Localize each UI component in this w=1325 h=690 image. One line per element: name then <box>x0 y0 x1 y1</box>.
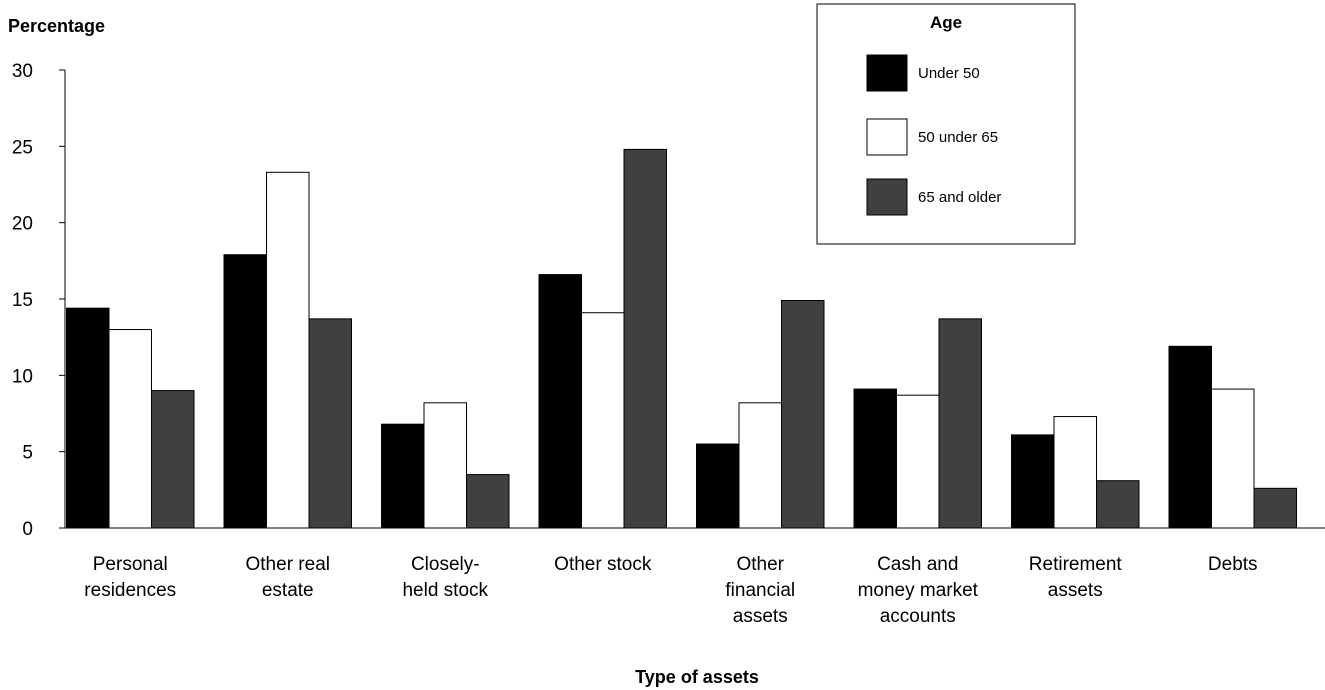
y-axis-title: Percentage <box>8 16 105 36</box>
bar-under-50 <box>66 307 110 529</box>
x-category-label: Other stock <box>554 554 652 575</box>
bar-50-under-65 <box>108 329 152 529</box>
bar-65-and-older <box>466 474 510 529</box>
legend-box <box>816 3 1076 245</box>
y-tick-label: 0 <box>22 519 33 540</box>
bar-65-and-older <box>1096 480 1140 529</box>
bar-50-under-65 <box>1211 388 1255 529</box>
bar-50-under-65 <box>738 402 782 529</box>
bar-65-and-older <box>623 148 667 529</box>
bar-65-and-older <box>938 318 982 529</box>
bar-under-50 <box>853 388 897 529</box>
bar-65-and-older <box>1253 487 1297 529</box>
legend-swatch <box>866 118 908 156</box>
legend-swatch <box>866 54 908 92</box>
y-tick-label: 5 <box>22 443 33 464</box>
legend: Age Under 50 50 under 65 65 and older <box>816 3 1076 245</box>
legend-label: 65 and older <box>918 189 1001 206</box>
y-tick-label: 30 <box>12 61 33 82</box>
bar-under-50 <box>223 254 267 529</box>
y-axis: 0 5 10 15 20 25 30 <box>12 61 66 540</box>
bar-50-under-65 <box>266 171 310 529</box>
bar-50-under-65 <box>581 312 625 529</box>
y-tick-label: 25 <box>12 137 33 158</box>
bar-50-under-65 <box>896 394 940 529</box>
bar-under-50 <box>696 443 740 529</box>
category-labels: Personal residences Other real estate Closel… <box>84 554 1257 627</box>
x-category-label: Cash and money market accounts <box>858 554 979 627</box>
bar-under-50 <box>1011 434 1055 529</box>
y-tick-label: 10 <box>12 366 33 387</box>
x-category-label: Other financial assets <box>725 554 795 627</box>
x-category-label: Personal residences <box>84 554 176 601</box>
y-tick-label: 20 <box>12 214 33 235</box>
bar-under-50 <box>381 423 425 529</box>
bar-50-under-65 <box>1053 416 1097 529</box>
legend-label: 50 under 65 <box>918 129 998 146</box>
y-tick-label: 15 <box>12 290 33 311</box>
x-axis-title: Type of assets <box>635 667 759 687</box>
legend-swatch <box>866 178 908 216</box>
bar-under-50 <box>1168 345 1212 529</box>
legend-title: Age <box>930 13 962 32</box>
x-category-label: Debts <box>1208 554 1258 575</box>
bar-50-under-65 <box>423 402 467 529</box>
x-category-label: Closely-held stock <box>402 554 488 601</box>
legend-label: Under 50 <box>918 65 980 82</box>
bar-65-and-older <box>781 300 825 529</box>
bars <box>66 148 1297 529</box>
bar-under-50 <box>538 274 582 529</box>
bar-65-and-older <box>151 390 195 529</box>
x-category-label: Other real estate <box>246 554 330 601</box>
x-category-label: Retirement assets <box>1029 554 1123 601</box>
bar-65-and-older <box>308 318 352 529</box>
